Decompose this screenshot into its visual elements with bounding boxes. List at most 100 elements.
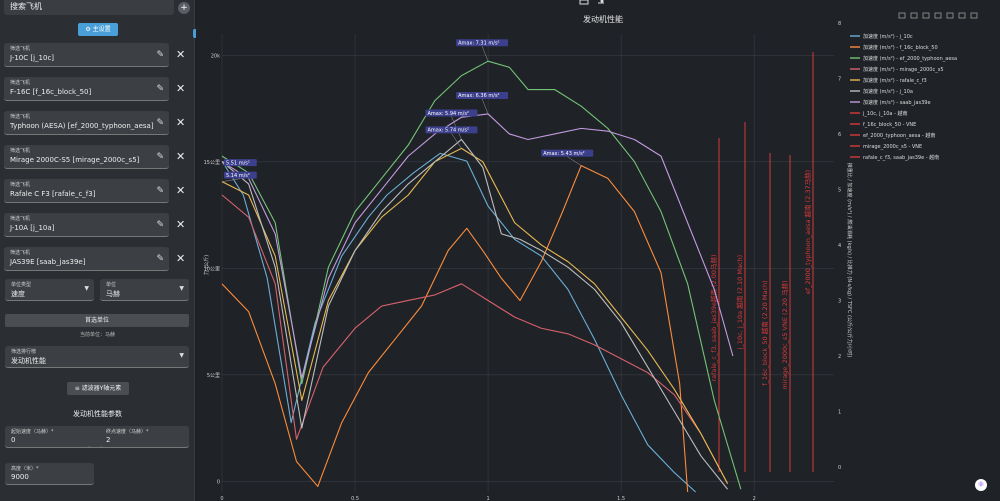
legend-item[interactable]: 加速度 (m/s²) - ef_2000_typhoon_aesa <box>863 55 957 62</box>
settings-label: 主设置 <box>92 26 111 33</box>
aircraft-field[interactable]: 筛选飞机 F-16C [f_16c_block_50] ✎ <box>4 77 169 101</box>
unit-label: 单位 <box>106 282 117 288</box>
vne-label: ef_2000_typhoon_aesa 越南 (2.37马赫) <box>803 170 812 294</box>
add-aircraft-button[interactable]: + <box>178 2 190 14</box>
autoscale-icon[interactable] <box>958 12 966 19</box>
chart-panel: 发动机性能 0 5公里 10公里 15公里 20k 0 0.5 1 1.5 2 0 1 2 3 4 5 6 7 8 力… <box>196 0 1000 501</box>
aircraft-field-label: 筛选飞机 <box>10 216 31 222</box>
aircraft-field-label: 筛选飞机 <box>10 148 31 154</box>
zoom-in-icon[interactable] <box>934 12 942 19</box>
series-line[interactable] <box>221 147 729 484</box>
annotation-arrow <box>481 98 489 115</box>
legend-item[interactable]: ef_2000_typhoon_aesa - 越南 <box>863 132 935 139</box>
aircraft-field[interactable]: 筛选飞机 J-10C [j_10c] ✎ <box>4 43 169 67</box>
edit-icon[interactable]: ✎ <box>156 186 164 196</box>
edit-icon[interactable]: ✎ <box>156 220 164 230</box>
edit-icon[interactable]: ✎ <box>156 84 164 94</box>
chart-legend[interactable]: 加速度 (m/s²) - j_10c 加速度 (m/s²) - f_16c_blo… <box>850 33 957 161</box>
legend-item[interactable]: 加速度 (m/s²) - j_10a <box>863 88 913 95</box>
vne-label: mirage_2000c_s5 VNE (2.20 马赫) <box>781 280 789 389</box>
chart-annotations: Amax: 7.31 m/s² Amax: 6.36 m/s² Amax: 5.94… <box>221 39 594 182</box>
edit-icon[interactable]: ✎ <box>156 50 164 60</box>
chevron-down-icon: ▼ <box>84 285 89 292</box>
preferred-unit-button[interactable]: 首选单位 <box>5 314 189 327</box>
remove-aircraft-icon[interactable]: ✕ <box>176 218 186 231</box>
annotation-box <box>224 171 257 179</box>
legend-item[interactable]: j_10c, j_10a - 越南 <box>862 110 907 117</box>
chart-select-label: 筛选排行榜 <box>11 349 37 355</box>
series-line[interactable] <box>221 60 742 490</box>
left-tick-label: 5公里 <box>207 373 220 379</box>
remove-aircraft-icon[interactable]: ✕ <box>176 116 186 129</box>
altitude-value: 9000 <box>11 473 29 481</box>
edit-icon[interactable]: ✎ <box>156 118 164 128</box>
aircraft-field-value: JAS39E [saab_jas39e] <box>10 258 86 266</box>
x-tick-label: 0 <box>220 496 223 501</box>
series-line[interactable] <box>221 113 734 379</box>
right-tick-label: 0 <box>838 465 841 471</box>
filter-y-axis-button[interactable]: ≡ 滤波器Y轴元素 <box>67 382 129 395</box>
altitude-label: 高度（米）* <box>11 466 39 472</box>
aircraft-field-label: 筛选飞机 <box>10 114 31 120</box>
aircraft-field[interactable]: 筛选飞机 JAS39E [saab_jas39e] ✎ <box>4 247 169 271</box>
assistant-icon[interactable]: ⚛ <box>975 479 987 491</box>
main-settings-button[interactable]: ⚙ 主设置 <box>78 23 118 36</box>
zoom-out-icon[interactable] <box>946 12 954 19</box>
legend-item[interactable]: 加速度 (m/s²) - j_10c <box>863 33 913 40</box>
unit-select[interactable]: 单位 马赫 ▼ <box>100 279 189 301</box>
aircraft-field-label: 筛选飞机 <box>10 250 31 256</box>
legend-item[interactable]: 加速度 (m/s²) - f_16c_block_50 <box>863 44 938 51</box>
annotation-box <box>456 39 509 47</box>
annotation-label: 5.14 m/s² <box>226 173 250 179</box>
right-tick-label: 1 <box>838 410 841 416</box>
aircraft-field[interactable]: 筛选飞机 Typhoon (AESA) [ef_2000_typhoon_aesa… <box>4 111 169 135</box>
settings-icon: ⚙ <box>85 26 91 33</box>
end-speed-input[interactable]: 终点速度（马赫）* 2 <box>100 426 189 448</box>
unit-type-select[interactable]: 单位类型 速度 ▼ <box>5 279 94 301</box>
pan-icon[interactable] <box>922 12 930 19</box>
x-tick-label: 1.5 <box>617 496 625 501</box>
remove-aircraft-icon[interactable]: ✕ <box>176 150 186 163</box>
camera-icon[interactable] <box>898 12 906 19</box>
edit-icon[interactable]: ✎ <box>156 152 164 162</box>
start-speed-input[interactable]: 起始速度（马赫）* 0 <box>5 426 90 448</box>
annotation-label: Amax: 5.43 m/s² <box>543 151 584 157</box>
aircraft-field-value: J-10C [j_10c] <box>10 54 55 62</box>
legend-item[interactable]: 加速度 (m/s²) - saab_jas39e <box>863 99 931 106</box>
annotation-arrow <box>481 46 489 62</box>
start-speed-label: 起始速度（马赫）* <box>11 429 54 435</box>
aircraft-search-input[interactable]: 搜索飞机 <box>4 0 174 15</box>
series-line[interactable] <box>221 194 729 484</box>
aircraft-field[interactable]: 筛选飞机 J-10A [j_10a] ✎ <box>4 213 169 237</box>
series-line[interactable] <box>221 165 689 493</box>
engine-performance-chart[interactable]: 发动机性能 0 5公里 10公里 15公里 20k 0 0.5 1 1.5 2 0 1 2 3 4 5 6 7 8 力… <box>196 0 1000 501</box>
params-title: 发动机性能参数 <box>73 410 122 418</box>
series-line[interactable] <box>221 152 697 493</box>
left-tick-label: 15公里 <box>204 160 220 166</box>
legend-item[interactable]: rafale_c_f3, saab_jas39e - 越南 <box>863 154 939 161</box>
legend-item[interactable]: 加速度 (m/s²) - mirage_2000c_s5 <box>863 66 944 73</box>
aircraft-field-label: 筛选飞机 <box>10 46 31 52</box>
right-tick-label: 7 <box>838 76 841 82</box>
annotation-label: Amax: 5.74 m/s² <box>427 128 468 134</box>
legend-item[interactable]: 加速度 (m/s²) - rafale_c_f3 <box>863 77 927 84</box>
remove-aircraft-icon[interactable]: ✕ <box>176 82 186 95</box>
share-icon[interactable] <box>598 0 604 4</box>
legend-item[interactable]: mirage_2000c_s5 - VNE <box>863 144 922 150</box>
annotation-box <box>456 91 509 99</box>
remove-aircraft-icon[interactable]: ✕ <box>176 252 186 265</box>
series-line[interactable] <box>221 138 728 490</box>
reset-icon[interactable] <box>970 12 978 19</box>
download-icon[interactable] <box>579 0 589 5</box>
aircraft-field[interactable]: 筛选飞机 Rafale C F3 [rafale_c_f3] ✎ <box>4 179 169 203</box>
legend-item[interactable]: f_16c_block_50 - VNE <box>863 122 916 128</box>
edit-icon[interactable]: ✎ <box>156 254 164 264</box>
remove-aircraft-icon[interactable]: ✕ <box>176 184 186 197</box>
altitude-input[interactable]: 高度（米）* 9000 <box>5 463 94 485</box>
chart-select[interactable]: 筛选排行榜 发动机性能 ▼ <box>5 346 189 368</box>
unit-value: 马赫 <box>106 290 120 298</box>
remove-aircraft-icon[interactable]: ✕ <box>176 48 186 61</box>
aircraft-field[interactable]: 筛选飞机 Mirage 2000C-S5 [mirage_2000c_s5] ✎ <box>4 145 169 169</box>
unit-type-label: 单位类型 <box>11 282 32 288</box>
zoom-icon[interactable] <box>910 12 918 19</box>
